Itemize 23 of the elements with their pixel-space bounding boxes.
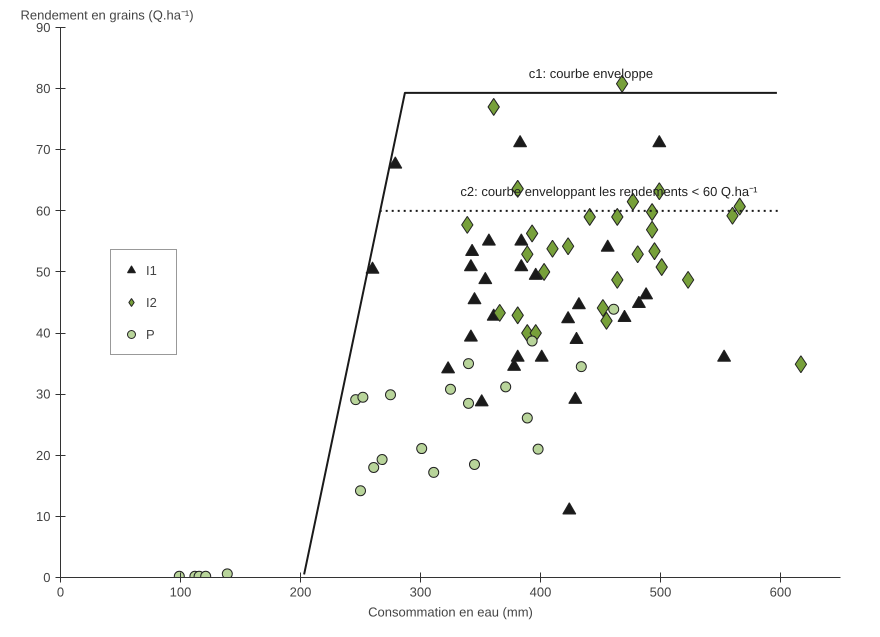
x-tick-label: 200	[290, 584, 312, 600]
legend-label: P	[146, 326, 156, 342]
legend-label: I1	[146, 262, 158, 278]
x-tick-label: 0	[56, 584, 64, 600]
x-tick-label: 600	[770, 584, 792, 600]
y-tick-label: 80	[36, 81, 51, 96]
x-tick-label: 300	[410, 584, 432, 600]
x-axis-title: Consommation en eau (mm)	[368, 604, 533, 620]
y-tick-label: 10	[36, 508, 51, 524]
annotation: c1: courbe enveloppe	[528, 66, 654, 81]
y-tick-label: 0	[43, 570, 51, 585]
x-tick-label: 100	[170, 584, 192, 600]
y-tick-label: 60	[36, 203, 51, 218]
y-tick-label: 90	[36, 20, 51, 35]
y-tick-label: 70	[36, 142, 51, 158]
y-tick-label: 50	[36, 264, 51, 280]
y-tick-label: 30	[36, 386, 51, 402]
y-axis-title: Rendement en grains (Q.ha⁻¹)	[20, 8, 194, 22]
legend-label: I2	[146, 294, 158, 310]
y-tick-label: 40	[36, 326, 51, 341]
x-tick-label: 400	[530, 584, 552, 600]
y-tick-label: 20	[36, 448, 51, 463]
x-tick-label: 500	[650, 584, 672, 600]
